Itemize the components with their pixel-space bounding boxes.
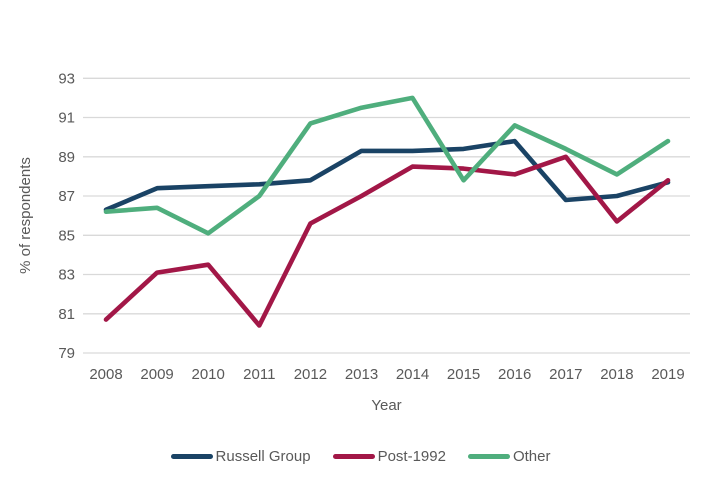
- y-tick-label: 91: [58, 110, 75, 127]
- y-tick-label: 85: [58, 227, 75, 244]
- y-tick-label: 87: [58, 188, 75, 205]
- y-tick-label: 89: [58, 149, 75, 166]
- x-tick-label: 2015: [447, 366, 480, 383]
- x-tick-label: 2008: [89, 366, 122, 383]
- y-tick-label: 93: [58, 70, 75, 87]
- x-tick-label: 2009: [140, 366, 173, 383]
- x-tick-label: 2018: [600, 366, 633, 383]
- x-axis-title: Year: [371, 397, 402, 414]
- x-tick-label: 2019: [651, 366, 684, 383]
- x-tick-label: 2011: [243, 366, 275, 383]
- series-line-other: [103, 95, 671, 236]
- legend-item-russell-group: Russell Group: [170, 448, 311, 465]
- legend-label-russell-group: Russell Group: [215, 448, 311, 465]
- legend-item-other: Other: [467, 448, 551, 465]
- other-line-swatch-icon: [467, 454, 510, 459]
- legend-item-post-1992: Post-1992: [332, 448, 446, 465]
- legend: Russell Group Post-1992 Other: [0, 448, 721, 465]
- post-1992-line-swatch-icon: [332, 454, 375, 459]
- x-tick-label: 2016: [498, 366, 531, 383]
- y-tick-label: 83: [58, 267, 75, 284]
- y-tick-label: 81: [58, 306, 75, 323]
- x-tick-label: 2017: [549, 366, 582, 383]
- x-tick-label: 2010: [192, 366, 225, 383]
- russell-group-line-swatch-icon: [170, 454, 213, 459]
- y-tick-label: 79: [58, 345, 75, 362]
- series-line-post-1992: [103, 154, 671, 328]
- series-line-russell-group: [103, 138, 671, 213]
- x-tick-label: 2014: [396, 366, 429, 383]
- legend-label-post-1992: Post-1992: [377, 448, 446, 465]
- legend-label-other: Other: [512, 448, 551, 465]
- x-tick-label: 2012: [294, 366, 327, 383]
- x-tick-label: 2013: [345, 366, 378, 383]
